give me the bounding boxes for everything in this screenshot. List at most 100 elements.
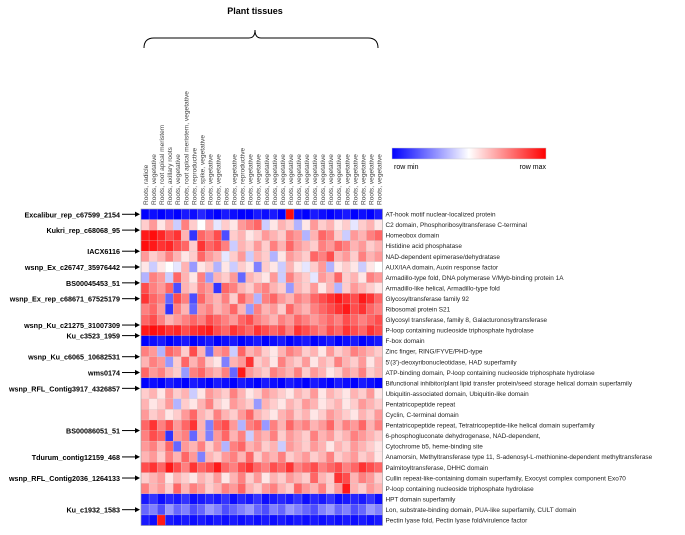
heatmap-cell [301,293,311,305]
heatmap-cell [237,229,246,241]
heatmap-cell [366,504,375,516]
heatmap-cell [293,303,303,315]
heatmap-cell [374,504,383,516]
heatmap-cell [245,440,254,452]
heatmap-cell [358,324,367,336]
heatmap-cell [165,398,174,410]
color-legend: row min row max [391,147,546,171]
heatmap-cell [140,398,150,410]
heatmap-cell [148,440,158,452]
heatmap-cell [309,430,319,442]
heatmap-cell [374,208,383,220]
column-label: Roots, vegetative [207,154,214,205]
heatmap-cell [261,493,270,505]
heatmap-cell [261,419,270,431]
heatmap-cell [197,261,206,273]
heatmap-cell [293,462,303,473]
heatmap-cell [245,409,254,421]
heatmap-cell [189,335,198,347]
heatmap-cell [140,504,150,516]
heatmap-cell [326,293,335,305]
heatmap-cell [189,240,198,252]
heatmap-cell [205,229,214,241]
heatmap-cell [245,430,254,442]
heatmap-cell [358,293,367,305]
heatmap-cell [366,335,375,347]
heatmap-cell [261,314,270,326]
heatmap-cell [350,219,359,231]
heatmap-cell [293,261,303,273]
heatmap-cell [342,440,351,452]
heatmap-cell [366,229,375,241]
row-label: P-loop containing nucleoside triphosphat… [386,486,535,493]
heatmap-cell [205,451,214,463]
heatmap-cell [334,430,343,442]
heatmap-cell [140,335,150,347]
heatmap-cell [156,430,166,442]
heatmap-cell [326,324,335,336]
heatmap-cell [301,388,311,400]
heatmap-cell [326,346,335,357]
heatmap-cell [197,430,206,442]
heatmap-cell [261,504,270,516]
heatmap-cell [374,398,383,410]
heatmap-cell [197,514,206,526]
heatmap-cell [342,324,351,336]
heatmap-cell [140,282,150,294]
heatmap-cell [197,419,206,431]
heatmap-cell [253,493,262,505]
heatmap-cell [334,462,343,473]
heatmap-cell [197,377,206,389]
heatmap-cell [326,398,335,410]
heatmap-cell [205,261,214,273]
heatmap-cell [165,377,174,389]
heatmap-cell [261,303,270,315]
heatmap-cell [269,472,279,484]
heatmap-cell [148,346,158,357]
heatmap-cell [189,483,198,495]
row-label: 5'(3')-deoxyribonucleotidase, HAD superf… [386,359,518,366]
heatmap-cell [165,208,174,220]
heatmap-cell [189,356,198,368]
heatmap-cell [317,440,327,452]
heatmap-cell [350,504,359,516]
heatmap-cell [253,324,262,336]
heatmap-cell [342,240,351,252]
heatmap-cell [342,293,351,305]
column-label: Roots, vegetative [175,154,182,205]
heatmap-cell [205,462,214,473]
heatmap-cell [358,303,367,315]
heatmap-cell [148,398,158,410]
marker-arrow-head [135,427,140,434]
heatmap-cell [358,440,367,452]
heatmap-cell [205,208,214,220]
heatmap-cell [156,314,166,326]
heatmap-cell [221,472,230,484]
heatmap-cell [293,240,303,252]
heatmap-cell [269,514,279,526]
heatmap-cell [245,514,254,526]
heatmap-cell [309,303,319,315]
heatmap-cell [293,398,303,410]
heatmap-cell [181,208,190,220]
heatmap-cell [261,398,270,410]
heatmap-cell [156,514,166,526]
heatmap-cell [261,251,270,262]
heatmap-cell [156,440,166,452]
heatmap-cell [358,504,367,516]
heatmap-cell [205,377,214,389]
heatmap-cell [173,335,182,347]
heatmap-cell [358,272,367,284]
heatmap-cell [285,483,295,495]
heatmap-cell [317,377,327,389]
heatmap-cell [350,240,359,252]
heatmap-cells [140,208,383,526]
heatmap-cell [366,514,375,526]
heatmap-cell [213,261,222,273]
heatmap-cell [253,514,262,526]
heatmap-cell [181,472,190,484]
heatmap-cell [350,483,359,495]
heatmap-cell [173,251,182,262]
heatmap-cell [358,367,367,378]
